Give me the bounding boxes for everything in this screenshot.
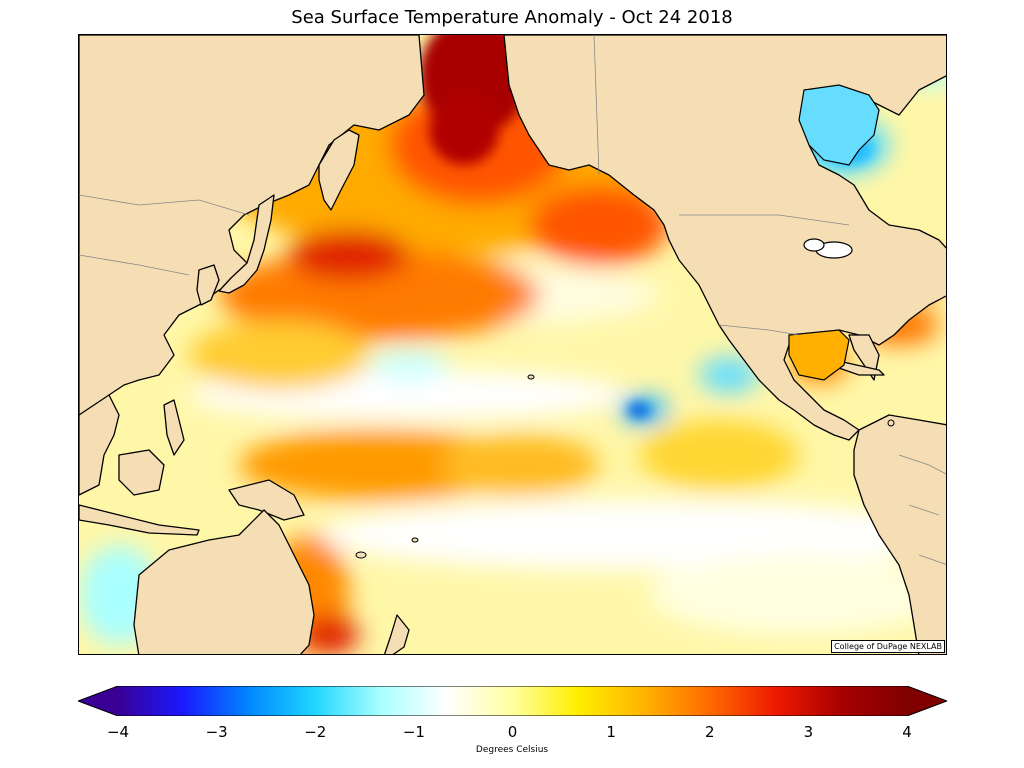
country-borders bbox=[79, 35, 946, 565]
japan-landmass bbox=[218, 194, 275, 294]
gulf-of-mexico bbox=[788, 329, 850, 381]
philippines-landmass bbox=[163, 399, 185, 456]
sst-anomaly-map: College of DuPage NEXLAB bbox=[78, 34, 947, 655]
new-guinea-landmass bbox=[228, 479, 305, 521]
korea-landmass bbox=[196, 264, 220, 306]
indochina-landmass bbox=[79, 394, 120, 496]
kamchatka-landmass bbox=[318, 129, 360, 211]
colorbar-tick-label: 3 bbox=[803, 723, 814, 741]
colorbar-tick-label: −2 bbox=[304, 723, 327, 741]
colorbar-tick-label: 1 bbox=[606, 723, 616, 741]
map-title: Sea Surface Temperature Anomaly - Oct 24… bbox=[291, 7, 733, 28]
borneo-landmass bbox=[118, 449, 165, 496]
colorbar-label: Degrees Celsius bbox=[475, 745, 549, 755]
colorbar-bar bbox=[78, 686, 947, 716]
islands bbox=[355, 374, 895, 559]
new-zealand-landmass bbox=[383, 614, 410, 654]
colorbar-tick-label: 2 bbox=[704, 723, 715, 741]
south-america-landmass bbox=[853, 414, 946, 654]
australia-landmass bbox=[133, 509, 315, 654]
credit-label: College of DuPage NEXLAB bbox=[831, 640, 945, 653]
colorbar-tick-label: 4 bbox=[902, 723, 912, 741]
colorbar-tick-label: −4 bbox=[106, 723, 130, 741]
asia-landmass bbox=[79, 35, 425, 416]
colorbar-tick-label: −1 bbox=[402, 723, 425, 741]
colorbar-tick-label: −3 bbox=[205, 723, 228, 741]
land-masses bbox=[79, 35, 946, 654]
colorbar-tick-label: 0 bbox=[507, 723, 518, 741]
colorbar bbox=[78, 686, 947, 716]
map-canvas: College of DuPage NEXLAB bbox=[79, 35, 946, 654]
sumatra-java-landmass bbox=[79, 504, 200, 536]
hudson-bay bbox=[798, 84, 880, 166]
north-america-landmass bbox=[503, 35, 946, 441]
